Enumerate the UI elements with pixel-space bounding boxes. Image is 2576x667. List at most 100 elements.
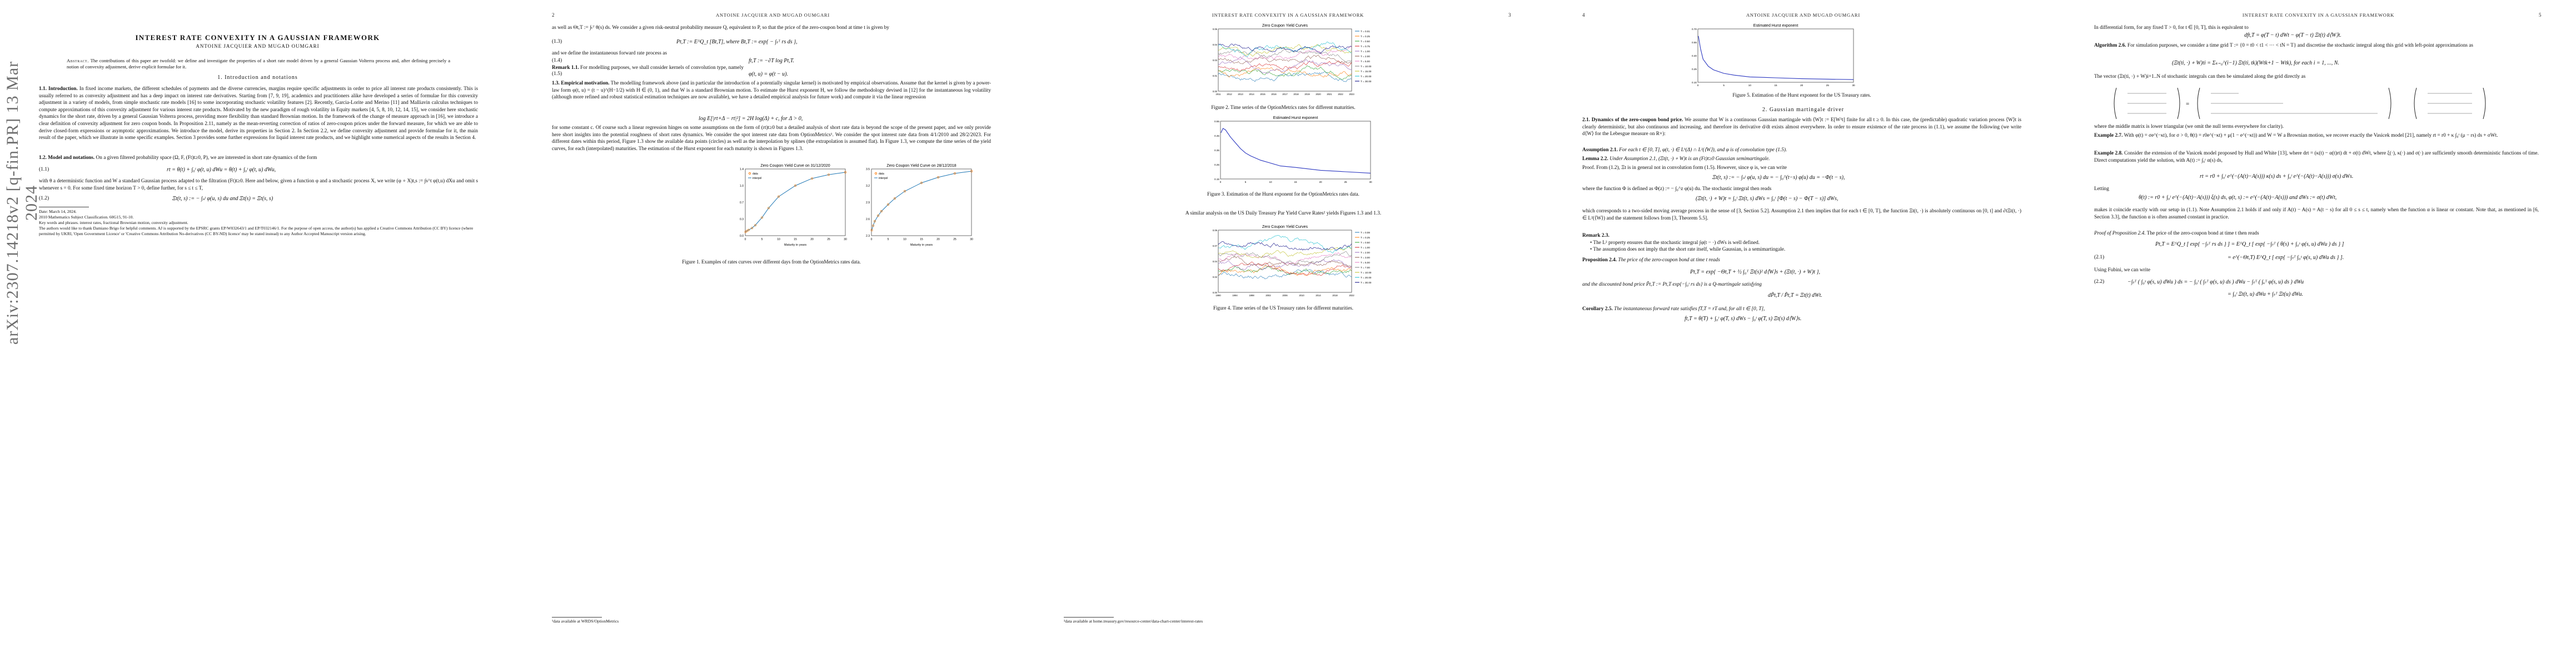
footnote-rule bbox=[1064, 617, 1114, 618]
fig3-xtick: 25 bbox=[1344, 181, 1347, 183]
fig1-left-title: Zero Coupon Yield Curve on 31/12/2020 bbox=[760, 164, 830, 168]
fig4-xtick: 2014 bbox=[1316, 294, 1321, 297]
p5-paragraph-1: In differential form, for any fixed T > … bbox=[2094, 24, 2539, 32]
equation-1-5: φ(t, u) = φ(t − u). bbox=[749, 71, 788, 77]
assumption-2-1: Assumption 2.1. For each t ∈ [0, T], φ(t… bbox=[1582, 147, 2021, 154]
fig2-legend-label: T = 0.50 bbox=[1361, 40, 1370, 43]
running-head: ANTOINE JACQUIER AND MUGAD OUMGARI bbox=[1746, 12, 1861, 18]
fig2-legend-label: T = 0.25 bbox=[1361, 35, 1370, 38]
footnote: ¹data available at WRDS/OptionMetrics bbox=[552, 619, 619, 624]
s21-label: 2.1. Dynamics of the zero-coupon bond pr… bbox=[1582, 117, 1683, 123]
fig4-series-line bbox=[1218, 259, 1352, 270]
page-3: INTEREST RATE CONVEXITY IN A GAUSSIAN FR… bbox=[1030, 0, 1546, 667]
fig1-right-legend-data: data bbox=[879, 172, 884, 176]
footnote: ²data available at home.treasury.gov/res… bbox=[1064, 619, 1203, 624]
fig2-legend-label: T = 0.01 bbox=[1361, 30, 1370, 33]
proposition-text: The price of the zero-coupon bond at tim… bbox=[1618, 257, 1720, 263]
fig3-ytick: 0.45 bbox=[1214, 135, 1219, 137]
fig2-xtick: 2020 bbox=[1316, 93, 1321, 96]
fig4-title: Zero Coupon Yield Curves bbox=[1262, 225, 1308, 229]
proof-2-2-c: which corresponds to a two-sided moving … bbox=[1582, 208, 2021, 222]
proposition-label: Proposition 2.4. bbox=[1582, 257, 1617, 263]
fig1-right-data-point bbox=[920, 182, 923, 184]
fig2-xtick: 2018 bbox=[1293, 93, 1299, 96]
fig1-left-legend-marker-data bbox=[748, 172, 751, 175]
fig5-xtick: 0 bbox=[1697, 84, 1699, 87]
fig4-series-line bbox=[1218, 256, 1352, 268]
fig1-right-data-point bbox=[954, 172, 956, 175]
proof-text: Proof. From (1.2), Ξt is in general not … bbox=[1582, 165, 1787, 171]
fig5-xtick: 20 bbox=[1800, 84, 1803, 87]
fig1-left-data-point bbox=[746, 230, 748, 232]
arxiv-stamp: arXiv:2307.14218v2 [q-fin.PR] 13 Mar 202… bbox=[3, 61, 41, 345]
fig2-xtick: 2017 bbox=[1282, 93, 1288, 96]
fig2-xtick: 2021 bbox=[1327, 93, 1332, 96]
fig2-legend-label: T = 5.00 bbox=[1361, 60, 1370, 63]
fig1-right-xtick: 10 bbox=[903, 238, 906, 241]
fig1-right-xtick: 30 bbox=[970, 238, 973, 241]
equation-p5-6: −∫ₜᵀ ( ∫₀ˢ φ(s, u) dWu ) ds = − ∫₀ᵗ ( ∫ₜ… bbox=[2127, 279, 2304, 285]
proof-text-c: which corresponds to a two-sided moving … bbox=[1582, 208, 2021, 221]
fig5-xtick: 25 bbox=[1826, 84, 1830, 87]
fig1-right-xtick: 5 bbox=[888, 238, 889, 241]
equation-p4e: ft,T = θ(T) + ∫₀ᵗ φ(T, s) dWs − ∫₀ᵗ φ(T,… bbox=[1685, 316, 1802, 322]
figure-4-caption: Figure 4. Time series of the US Treasury… bbox=[1213, 305, 1354, 311]
figure-1-left: Zero Coupon Yield Curve on 31/12/2020 0.0… bbox=[731, 160, 853, 255]
remark-1-1: Remark 1.1. For modelling purposes, we s… bbox=[552, 64, 991, 72]
fig1-left-data-point bbox=[751, 227, 753, 230]
fig4-xtick: 2022 bbox=[1349, 294, 1354, 297]
fig3-ytick: 0.25 bbox=[1214, 163, 1219, 166]
algorithm-text: For simulation purposes, we consider a t… bbox=[2127, 43, 2474, 48]
equation-p4a: Ξt(t, s) := − ∫ₛᵗ φ(u, s) du = − ∫₀^(t−s… bbox=[1712, 175, 1845, 181]
example8-text: Consider the extension of the Vasicek mo… bbox=[2094, 151, 2539, 163]
abstract-text: The contributions of this paper are twof… bbox=[67, 58, 451, 69]
fig1-right-data-point bbox=[904, 190, 906, 192]
fig3-xtick: 30 bbox=[1369, 181, 1372, 183]
equation-2-2-number: (2.2) bbox=[2094, 279, 2105, 285]
fig5-xtick: 15 bbox=[1774, 84, 1777, 87]
fig5-ytick: 0.10 bbox=[1692, 81, 1697, 84]
fig4-xtick: 2002 bbox=[1265, 294, 1271, 297]
fig1-right-xtick: 25 bbox=[953, 238, 956, 241]
algorithm-2-6: Algorithm 2.6. For simulation purposes, … bbox=[2094, 42, 2539, 49]
fig1-right-title: Zero Coupon Yield Curve on 28/12/2018 bbox=[886, 164, 956, 168]
fig1-right-legend-interp: interpol bbox=[879, 177, 888, 180]
fig4-legend-label: T = 10.00 bbox=[1361, 271, 1372, 274]
p2-text-1: as well as Θt,T := ∫ₜᵀ θ(s) ds. We consi… bbox=[552, 25, 889, 31]
fubini-text: Using Fubini, we can write bbox=[2094, 267, 2150, 273]
fig1-left-interp-line bbox=[745, 172, 846, 232]
model-paragraph: 1.2. Model and notations. On a given fil… bbox=[39, 155, 478, 162]
running-head: INTEREST RATE CONVEXITY IN A GAUSSIAN FR… bbox=[1212, 12, 1364, 18]
fig1-left-data-point bbox=[748, 228, 750, 231]
figure-4: Zero Coupon Yield Curves 1990 1994 1998 2002… bbox=[1207, 225, 1385, 300]
fig3-xtick: 5 bbox=[1245, 181, 1247, 183]
fig1-left-legend-interp: interpol bbox=[753, 177, 761, 180]
equation-p5-1: dft,T = φ(T − t) dWt − φ(T − t) Ξt(t) d⟨… bbox=[2244, 32, 2341, 38]
fig4-series-line bbox=[1218, 251, 1352, 266]
fig2-ytick: 0.03 bbox=[1213, 59, 1218, 62]
fig1-right-legend-marker-data bbox=[874, 172, 878, 175]
corollary-label: Corollary 2.5. bbox=[1582, 306, 1613, 312]
example-2-8: Example 2.8. Consider the extension of t… bbox=[2094, 150, 2539, 164]
fig1-left-ytick: 1.0 bbox=[740, 185, 744, 188]
paper-authors: ANTOINE JACQUIER AND MUGAD OUMGARI bbox=[196, 43, 320, 49]
remark-2-3: Remark 2.3. • The L² property ensures th… bbox=[1582, 233, 1786, 253]
fig5-ytick: 0.40 bbox=[1692, 54, 1697, 57]
fig1-right-data-point bbox=[877, 215, 879, 217]
fig1-left-ytick: 0.0 bbox=[740, 235, 744, 238]
proof-prop-2-4: Proof of Proposition 2.4. The price of t… bbox=[2094, 230, 2539, 237]
empirical-label: 1.3. Empirical motivation. bbox=[552, 81, 610, 86]
fig3-xtick: 10 bbox=[1269, 181, 1272, 183]
fig2-ytick: 0.01 bbox=[1213, 74, 1218, 77]
fig1-left-xtick: 10 bbox=[777, 238, 780, 241]
fig2-series-line bbox=[1218, 44, 1352, 57]
fig3-hurst-line bbox=[1220, 128, 1371, 174]
fig2-xtick: 2015 bbox=[1260, 93, 1265, 96]
p5-text-2: The vector (Ξt(ti, ·) ∘ W)i=1..N of stoc… bbox=[2094, 74, 2306, 79]
equation-p4d: dP̃t,T / P̃t,T = Ξt(t) dWt. bbox=[1768, 292, 1822, 298]
fig2-xtick: 2023 bbox=[1349, 93, 1354, 96]
fig2-xtick: 2019 bbox=[1304, 93, 1310, 96]
fig4-legend-label: T = 2.00 bbox=[1361, 251, 1370, 254]
svg-text:=: = bbox=[2186, 101, 2189, 107]
intro-paragraph: 1.1. Introduction. In fixed income marke… bbox=[39, 86, 478, 142]
